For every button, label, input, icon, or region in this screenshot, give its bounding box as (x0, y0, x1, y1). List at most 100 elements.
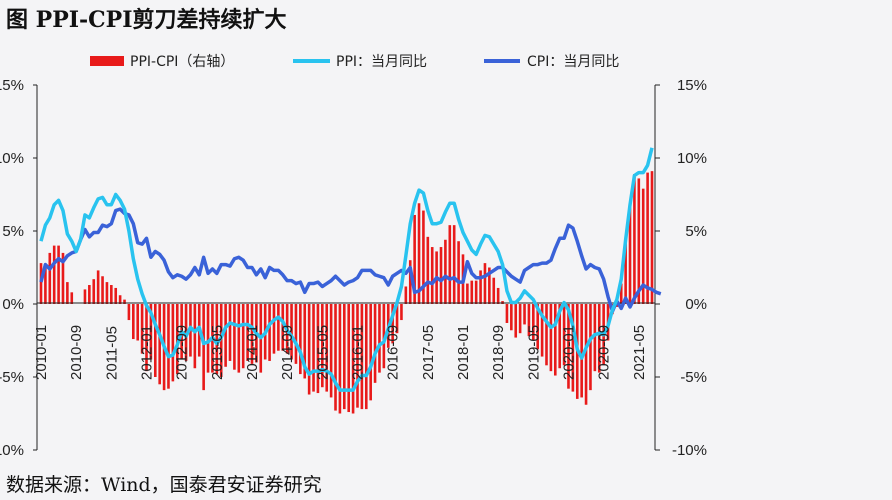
bar-ppi-cpi (96, 270, 100, 304)
bar-ppi-cpi (619, 283, 623, 304)
right-tick-label: 0% (685, 296, 707, 313)
bar-ppi-cpi (351, 304, 355, 414)
x-tick-label: 2015-05 (314, 325, 331, 380)
right-tick-label: -5% (680, 369, 707, 386)
x-tick-label: 2013-05 (209, 325, 226, 380)
bar-ppi-cpi (378, 304, 381, 373)
line-cpi (39, 207, 662, 314)
bar-ppi-cpi (316, 304, 320, 394)
bar-ppi-cpi (127, 304, 131, 321)
x-tick-label: 2021-05 (631, 325, 648, 380)
bar-ppi-cpi (123, 299, 126, 304)
bar-ppi-cpi (562, 304, 566, 366)
bar-ppi-cpi (153, 304, 157, 377)
bar-ppi-cpi (452, 225, 456, 304)
bar-ppi-cpi (145, 304, 148, 372)
bar-ppi-cpi (202, 304, 205, 391)
bar-ppi-cpi (321, 304, 324, 388)
bar-ppi-cpi (171, 304, 175, 382)
bar-ppi-cpi (470, 280, 474, 304)
bar-ppi-cpi (206, 304, 210, 373)
bar-ppi-cpi (646, 172, 649, 304)
x-tick-label: 2019-05 (525, 325, 542, 380)
x-tick-label: 2018-09 (490, 325, 507, 380)
legend-label-ppi: PPI：当月同比 (336, 54, 427, 70)
bar-ppi-cpi (505, 304, 509, 323)
bar-ppi-cpi (215, 304, 219, 375)
bar-ppi-cpi (584, 304, 588, 405)
bar-ppi-cpi (224, 304, 227, 367)
bar-ppi-cpi (303, 304, 307, 379)
bar-ppi-cpi (448, 225, 452, 304)
bar-ppi-cpi (246, 304, 249, 361)
bar-ppi-cpi (417, 203, 421, 304)
bar-ppi-cpi (347, 304, 350, 413)
bar-ppi-cpi (510, 304, 513, 331)
x-tick-label: 2011-05 (103, 326, 120, 380)
bar-ppi-cpi (593, 304, 597, 372)
bar-ppi-cpi (136, 304, 140, 341)
bar-ppi-cpi (404, 286, 408, 304)
bar-ppi-cpi (474, 280, 478, 304)
bar-ppi-cpi (479, 270, 482, 304)
bar-ppi-cpi (633, 174, 636, 304)
bar-ppi-cpi (545, 304, 548, 366)
x-tick-label: 2020-01 (560, 325, 577, 380)
right-tick-label: 15% (677, 77, 707, 94)
bar-ppi-cpi (444, 239, 447, 304)
bar-ppi-cpi (391, 304, 394, 344)
x-tick-label: 2010-09 (68, 325, 85, 380)
left-tick-label: 10% (0, 150, 24, 167)
bar-ppi-cpi (408, 260, 412, 304)
bar-ppi-cpi (268, 304, 271, 361)
bar-ppi-cpi (532, 304, 535, 341)
right-axis-ticks: -10% -5% 0% 5% 10% 15% (655, 77, 707, 459)
bar-ppi-cpi (101, 276, 104, 304)
bar-ppi-cpi (175, 304, 179, 375)
bar-ppi-cpi (294, 304, 298, 364)
bar-ppi-cpi (241, 304, 245, 369)
bar-ppi-cpi (338, 304, 342, 414)
bar-ppi-cpi (250, 304, 254, 364)
bar-ppi-cpi (57, 245, 60, 304)
bar-ppi-cpi (118, 295, 122, 304)
legend-bar-swatch (90, 56, 124, 66)
bar-ppi-cpi (61, 252, 65, 304)
left-tick-label: -10% (0, 442, 24, 459)
bar-ppi-cpi (343, 304, 346, 410)
bar-ppi-cpi (219, 304, 223, 377)
data-source-note: 数据来源：Wind，国泰君安证券研究 (6, 474, 322, 496)
bar-ppi-cpi (193, 304, 197, 369)
bar-ppi-cpi (580, 304, 583, 398)
bar-ppi-cpi (158, 304, 161, 385)
bar-ppi-cpi (637, 178, 641, 304)
legend: PPI-CPI（右轴） PPI：当月同比 CPI：当月同比 (90, 54, 619, 70)
bar-ppi-cpi (281, 304, 285, 351)
bar-ppi-cpi (492, 277, 496, 304)
bar-ppi-cpi (457, 241, 460, 304)
bar-ppi-cpi (44, 264, 47, 304)
left-tick-label: 5% (2, 223, 24, 240)
x-axis-ticks: 2010-01 2010-09 2011-05 2012-01 2012-09 2013-… (33, 325, 648, 380)
bar-ppi-cpi (114, 287, 118, 304)
bar-ppi-cpi (395, 304, 399, 334)
bar-ppi-cpi (140, 304, 144, 354)
bar-ppi-cpi (624, 242, 627, 304)
bar-ppi-cpi (48, 252, 52, 304)
bar-ppi-cpi (650, 171, 654, 304)
bar-ppi-cpi (540, 304, 544, 357)
bar-ppi-cpi (312, 304, 315, 392)
x-tick-label: 2016-09 (385, 325, 402, 380)
left-axis-ticks: -10% -5% 0% 5% 10% 15% (0, 77, 37, 459)
bar-ppi-cpi (430, 247, 434, 304)
bar-ppi-cpi (299, 304, 302, 375)
bar-ppi-cpi (52, 245, 56, 304)
bar-ppi-cpi (228, 304, 232, 361)
bar-ppi-cpi (373, 304, 377, 383)
right-tick-label: 10% (677, 150, 707, 167)
bar-ppi-cpi (272, 304, 276, 354)
bar-ppi-cpi (105, 282, 109, 304)
axes (36, 85, 656, 450)
x-tick-label: 2014-09 (279, 325, 296, 380)
x-tick-label: 2020-09 (596, 325, 613, 380)
